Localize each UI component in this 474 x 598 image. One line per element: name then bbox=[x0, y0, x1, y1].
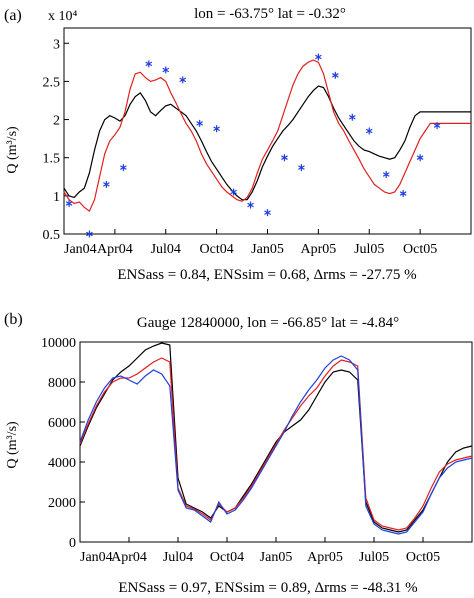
y-tick-label: 4000 bbox=[48, 456, 76, 471]
y-tick-label: 6000 bbox=[48, 416, 76, 431]
panel-b-y-axis-label: Q (m³/s) bbox=[5, 421, 20, 469]
x-tick-label: Jul05 bbox=[359, 550, 389, 565]
panel-b-series bbox=[79, 342, 473, 535]
series-line-2 bbox=[79, 357, 473, 531]
series-line-1 bbox=[79, 342, 473, 533]
y-tick-label: 0.5 bbox=[43, 228, 61, 243]
panel-a-y-axis-label: Q (m³/s) bbox=[5, 126, 20, 174]
x-tick-label: Apr04 bbox=[97, 242, 133, 257]
y-tick-label: 10000 bbox=[41, 336, 76, 351]
x-tick-label: Jul04 bbox=[151, 242, 181, 257]
panel-a-y-ticks: 0.5 1 1.5 2 2.5 3 bbox=[43, 37, 69, 243]
observation-marker bbox=[365, 127, 373, 135]
x-tick-label: Jan04 bbox=[80, 550, 113, 565]
x-tick-label: Jan05 bbox=[251, 242, 284, 257]
panel-a-title: lon = -63.75° lat = -0.32° bbox=[194, 6, 346, 22]
x-tick-label: Jan04 bbox=[64, 242, 97, 257]
panel-b-footer: ENSass = 0.97, ENSsim = 0.89, Δrms = -48… bbox=[118, 580, 417, 596]
x-tick-label: Oct05 bbox=[406, 550, 440, 565]
y-tick-label: 2000 bbox=[48, 496, 76, 511]
series-line-1 bbox=[63, 85, 471, 201]
y-tick-label: 1.5 bbox=[43, 152, 61, 167]
panel-b-title: Gauge 12840000, lon = -66.85° lat = -4.8… bbox=[137, 315, 399, 331]
panel-a-plot-frame bbox=[63, 27, 472, 235]
observation-marker bbox=[332, 71, 339, 79]
observation-marker bbox=[315, 53, 322, 61]
observation-marker bbox=[65, 199, 73, 207]
panel-a-label: (a) bbox=[4, 7, 22, 24]
x-tick-label: Apr04 bbox=[111, 550, 147, 565]
panel-b-y-ticks: 0 2000 4000 6000 8000 10000 bbox=[41, 336, 85, 551]
observation-marker bbox=[264, 209, 271, 217]
x-tick-label: Apr05 bbox=[300, 242, 336, 257]
y-tick-label: 1 bbox=[53, 190, 60, 205]
observation-marker bbox=[162, 66, 170, 74]
observation-marker bbox=[433, 122, 441, 130]
x-tick-label: Apr05 bbox=[307, 550, 343, 565]
x-tick-label: Jul04 bbox=[163, 550, 193, 565]
y-tick-label: 3 bbox=[53, 37, 60, 52]
panel-a-footer: ENSass = 0.84, ENSsim = 0.68, Δrms = -27… bbox=[117, 267, 416, 283]
observation-marker bbox=[382, 170, 390, 178]
y-tick-label: 2 bbox=[53, 114, 60, 129]
observation-marker bbox=[179, 76, 187, 84]
observation-marker bbox=[416, 154, 424, 162]
observation-marker bbox=[196, 119, 203, 127]
panel-a-x-ticks: Jan04 Apr04 Jul04 Oct04 Jan05 Apr05 Jul05 Oct05 bbox=[63, 229, 437, 257]
series-line-2 bbox=[63, 59, 471, 213]
observation-marker bbox=[281, 154, 288, 162]
observation-marker bbox=[399, 190, 407, 198]
panel-a-series bbox=[63, 53, 471, 238]
panel-b-label: (b) bbox=[4, 311, 23, 328]
observation-marker bbox=[230, 188, 237, 196]
panel-b: (b) Gauge 12840000, lon = -66.85° lat = … bbox=[4, 311, 473, 596]
observation-marker bbox=[120, 164, 127, 172]
x-tick-label: Oct05 bbox=[403, 242, 437, 257]
observation-marker bbox=[298, 164, 305, 172]
observation-marker bbox=[348, 113, 356, 121]
observation-marker bbox=[145, 60, 153, 68]
x-tick-label: Oct04 bbox=[210, 550, 244, 565]
observation-marker bbox=[86, 230, 93, 238]
x-tick-label: Oct04 bbox=[200, 242, 234, 257]
panel-a-y-multiplier: x 10⁴ bbox=[48, 9, 78, 24]
y-tick-label: 8000 bbox=[48, 376, 76, 391]
x-tick-label: Jul05 bbox=[354, 242, 384, 257]
panel-a: (a) lon = -63.75° lat = -0.32° x 10⁴ Q (… bbox=[4, 6, 472, 283]
x-tick-label: Jan05 bbox=[260, 550, 293, 565]
observation-marker bbox=[213, 125, 220, 133]
observation-marker bbox=[247, 201, 254, 209]
observation-marker bbox=[103, 180, 110, 188]
series-line-3 bbox=[79, 355, 473, 535]
y-tick-label: 0 bbox=[69, 536, 76, 551]
y-tick-label: 2.5 bbox=[43, 75, 61, 90]
